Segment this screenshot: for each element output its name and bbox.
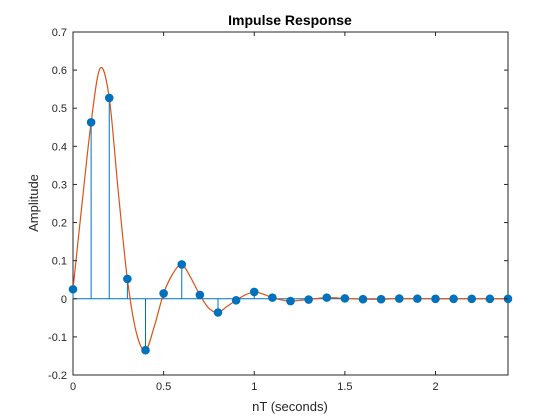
stem-marker: [286, 296, 295, 306]
y-tick-label: 0.7: [52, 27, 67, 39]
stem-marker: [467, 294, 477, 304]
x-tick-label: 1: [251, 381, 257, 393]
stem-marker: [177, 260, 187, 269]
y-tick-label: 0.3: [52, 179, 67, 191]
x-tick-label: 1.5: [337, 381, 352, 393]
y-axis-ticks: -0.2 -0.1 0 0.1 0.2 0.3 0.4 0.5 0.6 0.7: [48, 27, 508, 382]
stem-marker: [141, 345, 150, 355]
stem-marker: [322, 293, 332, 302]
stem-marker: [340, 294, 350, 303]
y-tick-label: 0.2: [52, 218, 67, 230]
y-tick-label: 0.6: [52, 65, 67, 77]
y-tick-label: -0.2: [48, 370, 67, 382]
stem-marker: [413, 294, 422, 303]
x-tick-label: 0.5: [156, 381, 171, 393]
stem-marker: [394, 294, 404, 303]
stem-marker: [86, 118, 96, 127]
y-tick-label: 0: [61, 294, 67, 306]
x-axis-label: nT (seconds): [252, 399, 328, 414]
stem-marker: [485, 294, 495, 304]
stem-marker: [104, 93, 114, 103]
stem-marker: [68, 284, 78, 294]
stem-marker: [304, 295, 313, 304]
stem-marker: [159, 289, 168, 298]
x-axis-ticks: 0 0.5 1 1.5 2: [70, 32, 439, 393]
axes-box: [72, 31, 509, 376]
x-tick-label: 2: [432, 381, 438, 393]
stem-marker: [249, 287, 259, 297]
stem-marker: [376, 294, 386, 304]
stem-marker: [358, 294, 368, 304]
stem-marker: [431, 294, 440, 304]
y-axis-label: Amplitude: [26, 174, 41, 232]
stem-marker: [268, 293, 277, 302]
y-tick-label: 0.5: [52, 103, 67, 115]
y-tick-label: 0.4: [52, 141, 67, 153]
x-tick-label: 0: [70, 381, 76, 393]
chart-title: Impulse Response: [228, 12, 352, 28]
stem-marker: [231, 296, 241, 305]
y-tick-label: 0.1: [52, 256, 67, 268]
marker-layer: [68, 93, 513, 355]
stem-marker: [123, 274, 132, 284]
plot-area: [72, 31, 509, 376]
stem-marker: [213, 308, 223, 317]
stem-marker: [195, 290, 205, 300]
y-tick-label: -0.1: [48, 332, 67, 344]
stem-marker: [449, 294, 458, 304]
